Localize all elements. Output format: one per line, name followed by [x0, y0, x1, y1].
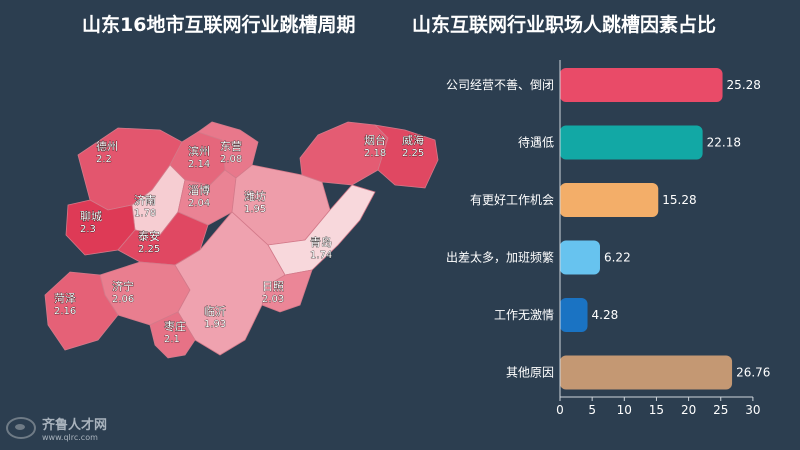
logo-icon [6, 417, 36, 439]
value-label-2: 15.28 [662, 193, 696, 207]
bar-chart-title: 山东互联网行业职场人跳槽因素占比 [412, 14, 717, 36]
x-tick-label-0: 0 [556, 403, 564, 417]
map-region-name-5: 济南 [134, 193, 156, 207]
map-region-value-13: 2.03 [262, 294, 284, 305]
category-label-0: 公司经营不善、倒闭 [446, 77, 554, 92]
x-tick-label-1: 5 [588, 403, 596, 417]
map-region-name-0: 德州 [96, 139, 118, 153]
map-region-name-14: 临沂 [204, 304, 226, 318]
map-region-15 [149, 311, 196, 359]
value-label-5: 26.76 [736, 366, 770, 380]
map-region-name-10: 青岛 [310, 235, 332, 249]
category-label-4: 工作无激情 [494, 308, 554, 322]
map-region-name-2: 东营 [220, 139, 242, 153]
map-region-value-12: 2.16 [54, 306, 76, 317]
map-region-value-1: 2.14 [188, 159, 210, 170]
bar-4 [560, 298, 588, 332]
value-label-1: 22.18 [707, 136, 741, 150]
map-region-value-4: 2.25 [402, 148, 424, 159]
value-label-4: 4.28 [592, 308, 619, 322]
bar-2 [560, 183, 659, 217]
map-region-name-13: 日照 [262, 280, 284, 293]
map-region-name-8: 聊城 [80, 209, 102, 223]
map-region-name-1: 滨州 [188, 144, 210, 158]
x-tick-label-3: 15 [649, 403, 664, 417]
map-region-name-12: 菏泽 [54, 292, 76, 305]
category-label-3: 出差太多，加班频繁 [446, 250, 554, 265]
map-region-value-8: 2.3 [80, 224, 96, 235]
map-region-value-14: 1.93 [204, 319, 226, 330]
map-region-value-10: 1.74 [310, 250, 332, 261]
map-region-value-5: 1.78 [134, 208, 156, 219]
map-region-value-0: 2.2 [96, 154, 112, 165]
x-tick-label-4: 20 [681, 403, 696, 417]
x-tick-label-6: 30 [745, 403, 760, 417]
bar-3 [560, 240, 600, 275]
map-region-name-4: 威海 [402, 133, 424, 147]
map-region-name-6: 淄博 [188, 184, 210, 197]
category-label-1: 待遇低 [518, 136, 554, 150]
map-region-name-11: 济宁 [112, 279, 134, 293]
logo-url: www.qlrc.com [42, 433, 98, 442]
map-region-value-9: 2.25 [138, 244, 160, 255]
map-region-name-9: 泰安 [138, 229, 160, 243]
map-region-value-6: 2.04 [188, 198, 210, 209]
bar-1 [560, 125, 703, 160]
category-label-5: 其他原因 [506, 366, 554, 380]
logo-brand: 齐鲁人才网 [42, 418, 108, 433]
value-label-3: 6.22 [604, 251, 631, 265]
factor-bar-chart: 公司经营不善、倒闭 25.28 待遇低 22.18 有更好工作机会 15.28 出差太多，加… [446, 60, 770, 417]
map-region-value-11: 2.06 [112, 294, 134, 305]
x-tick-label-5: 25 [713, 403, 728, 417]
map-region-name-7: 潍坊 [244, 189, 266, 203]
category-label-2: 有更好工作机会 [470, 193, 554, 207]
bar-5 [560, 355, 733, 390]
map-region-name-3: 烟台 [364, 133, 386, 147]
map-title: 山东16地市互联网行业跳槽周期 [82, 14, 356, 36]
x-tick-label-2: 10 [617, 403, 632, 417]
map-region-value-3: 2.18 [364, 148, 386, 159]
map-region-4 [373, 124, 439, 189]
map-region-12 [44, 271, 119, 351]
shandong-map: 德州2.2滨州2.14东营2.08烟台2.18威海2.25济南1.78淄博2.0… [44, 121, 439, 359]
site-logo: 齐鲁人才网 www.qlrc.com [6, 414, 107, 442]
map-region-value-2: 2.08 [220, 154, 242, 165]
bar-0 [560, 68, 723, 102]
map-region-value-7: 1.95 [244, 204, 266, 215]
map-region-value-15: 2.1 [164, 334, 180, 345]
value-label-0: 25.28 [727, 78, 761, 92]
map-region-name-15: 枣庄 [164, 319, 186, 333]
